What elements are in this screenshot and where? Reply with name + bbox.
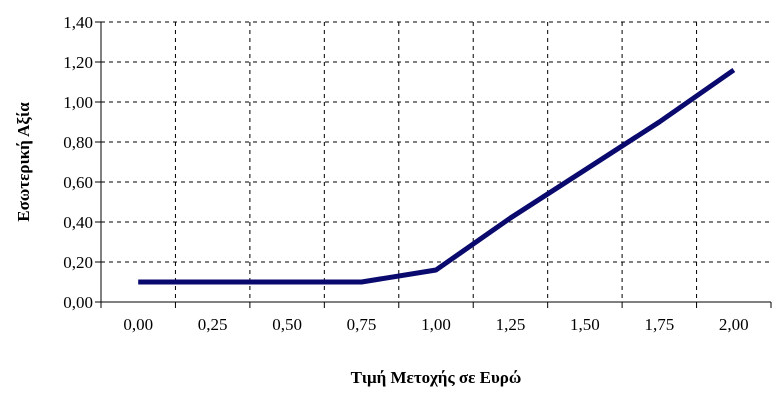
y-tick-label: 1,20 — [63, 53, 93, 72]
x-tick-label: 2,00 — [719, 315, 749, 334]
y-tick-label: 0,20 — [63, 253, 93, 272]
y-tick-label: 1,40 — [63, 13, 93, 32]
x-axis-title: Τιμή Μετοχής σε Ευρώ — [351, 368, 522, 387]
series-line — [138, 67, 736, 285]
x-tick-label: 0,50 — [272, 315, 302, 334]
series-layer — [138, 67, 736, 285]
y-tick-label: 1,00 — [63, 93, 93, 112]
x-tick-label: 1,00 — [421, 315, 451, 334]
x-tick-label: 1,50 — [570, 315, 600, 334]
y-tick-label: 0,60 — [63, 173, 93, 192]
x-tick-label: 1,75 — [644, 315, 674, 334]
x-tick-label: 0,75 — [347, 315, 377, 334]
x-tick-label: 0,00 — [123, 315, 153, 334]
y-tick-label: 0,80 — [63, 133, 93, 152]
x-tick-label: 0,25 — [198, 315, 228, 334]
y-tick-label: 0,40 — [63, 213, 93, 232]
y-axis-title: Εσωτερική Αξία — [14, 102, 33, 222]
axes — [95, 21, 772, 308]
y-tick-label: 0,00 — [63, 293, 93, 312]
tick-labels: 0,00 0,20 0,40 0,60 0,80 1,00 1,20 1,40 0,00 0,25… — [63, 13, 748, 334]
x-tick-label: 1,25 — [496, 315, 526, 334]
gridlines — [101, 21, 771, 302]
